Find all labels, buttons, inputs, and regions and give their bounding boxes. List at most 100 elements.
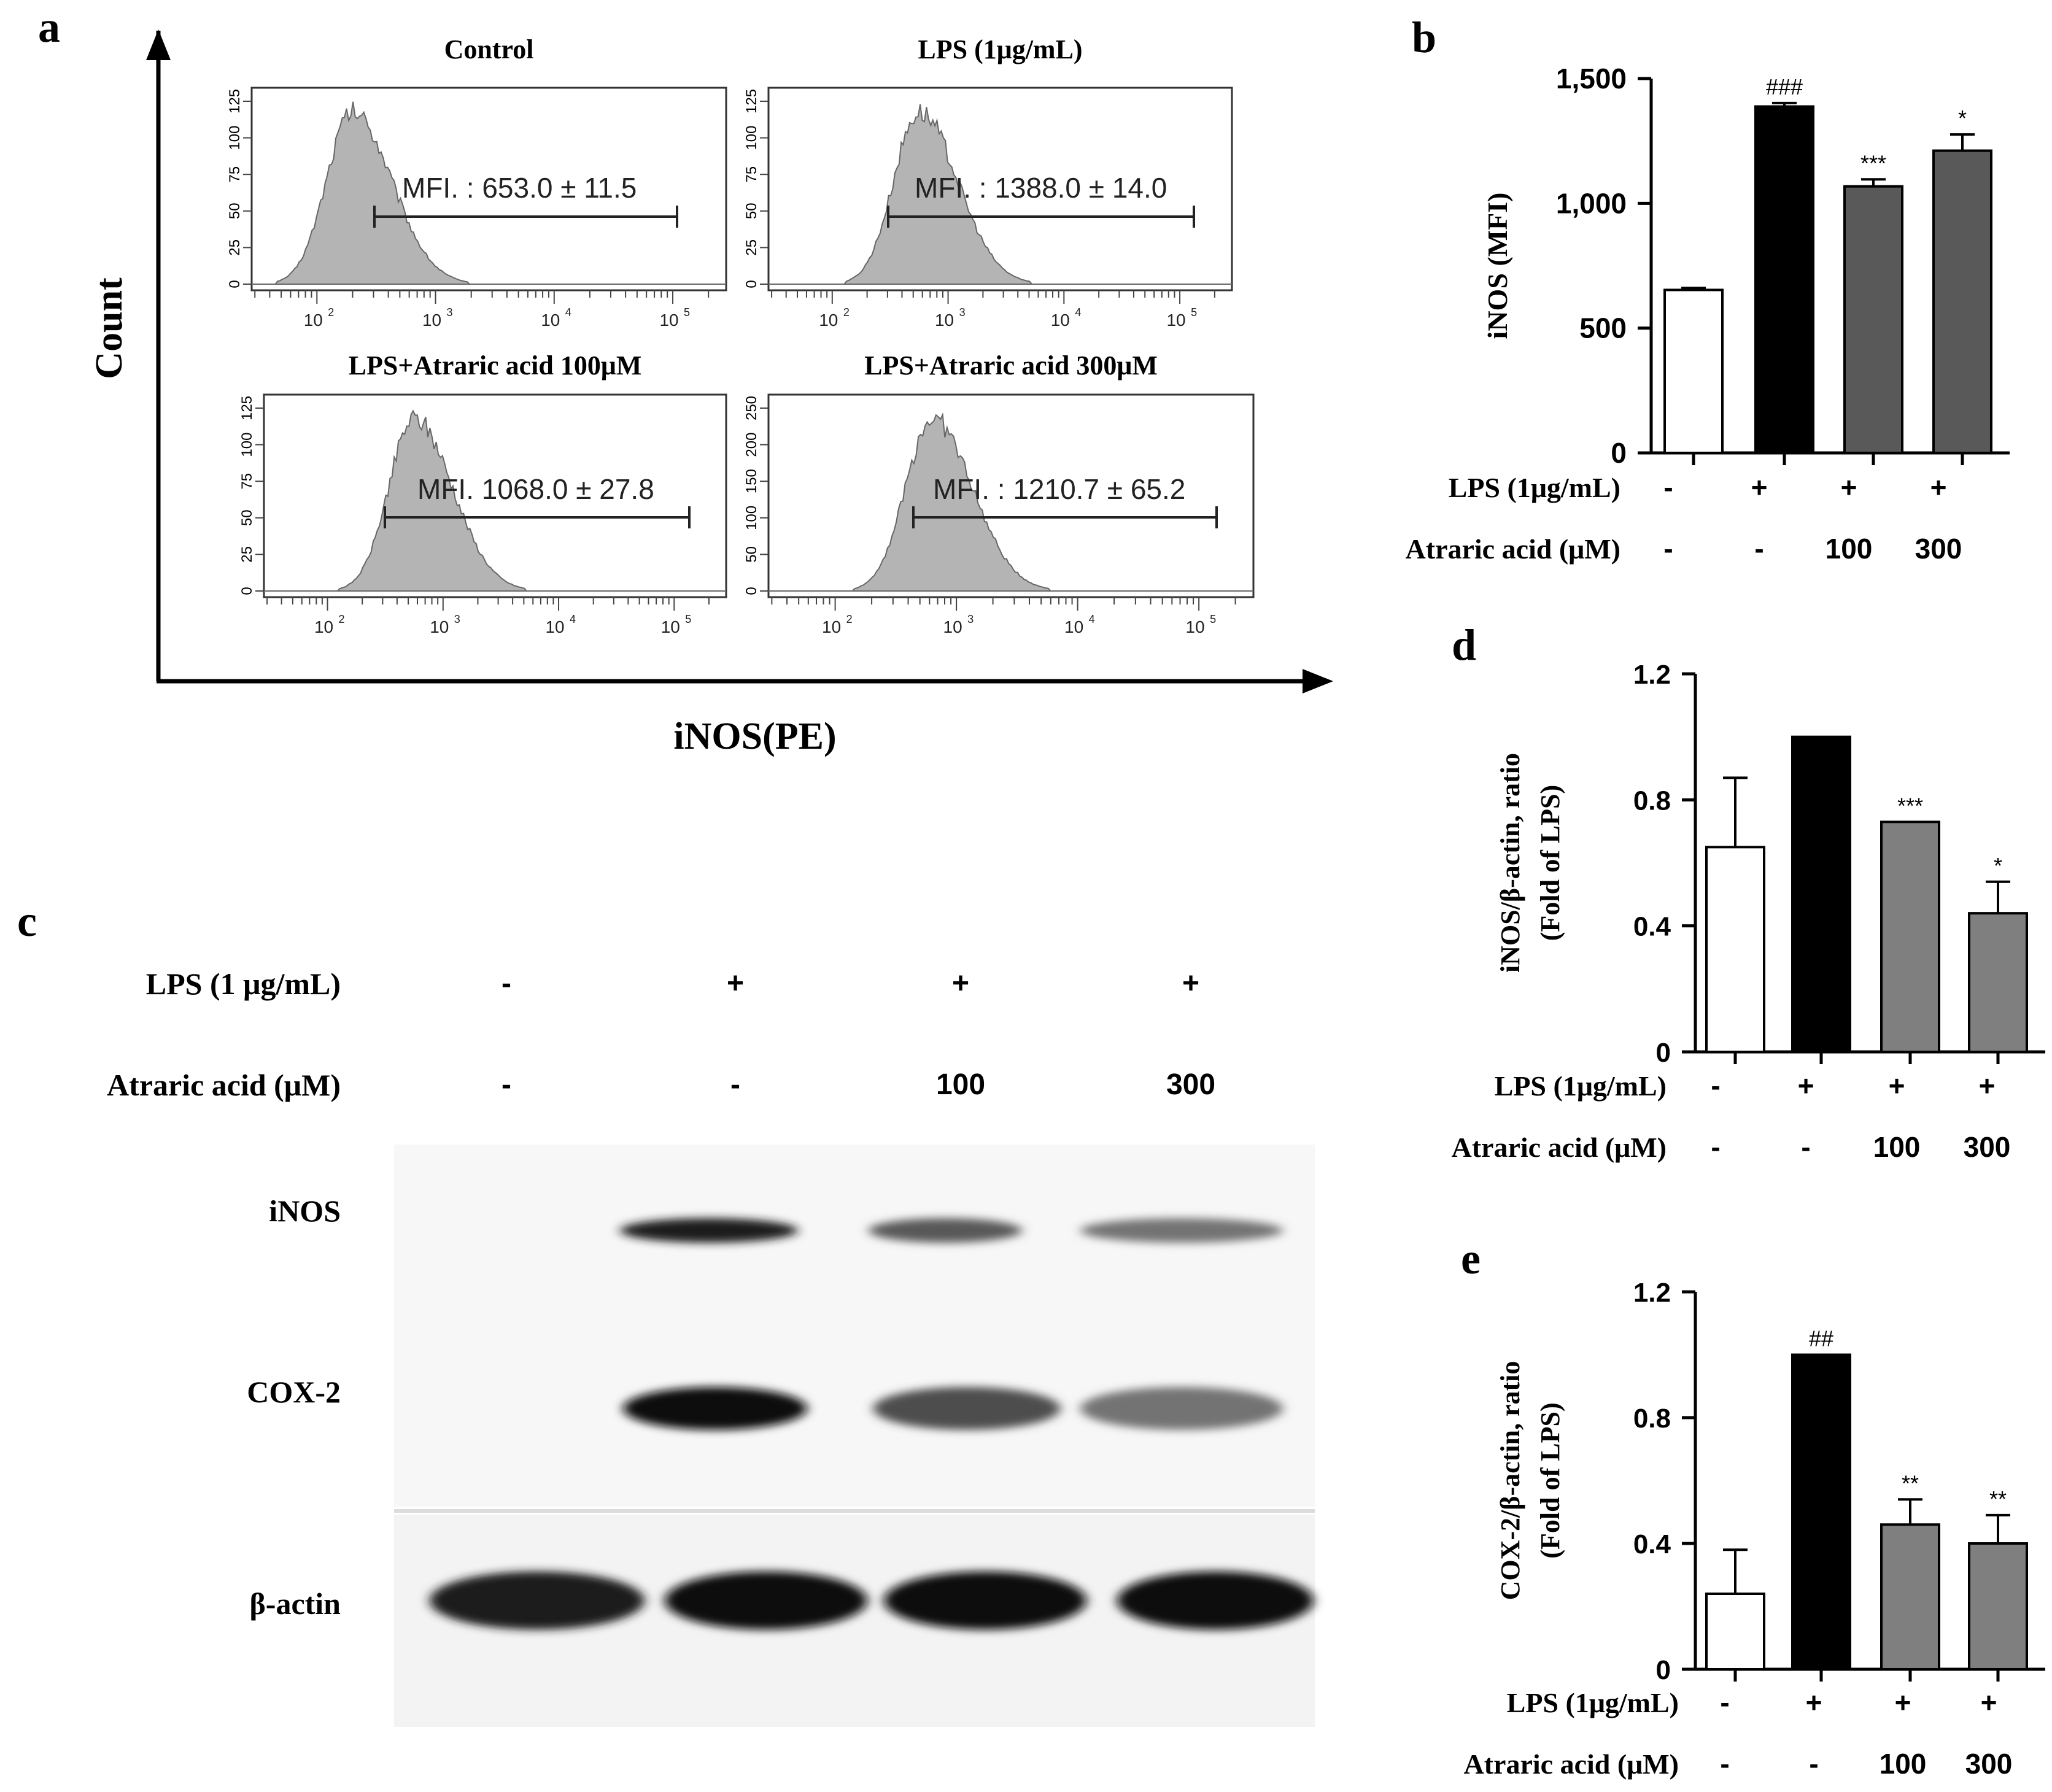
panel-letter: d	[1452, 620, 1476, 670]
histogram-ytick-label: 75	[239, 473, 255, 490]
lps-sign: -	[1720, 1686, 1729, 1718]
histogram-xtick-label: 10	[422, 311, 441, 330]
atraric-value: 300	[1915, 533, 1962, 565]
y-tick-label: 1.2	[1633, 1278, 1671, 1308]
blot-condition-labels: - + + + - - 100 300	[501, 967, 1215, 1101]
lps-sign: -	[1663, 471, 1673, 503]
y-tick-label: 0	[1611, 437, 1627, 469]
atraric-value: -	[1711, 1131, 1720, 1163]
lps-sign: +	[1806, 1686, 1822, 1718]
atraric-value: 100	[1826, 533, 1873, 565]
histogram-ytick-label: 100	[743, 126, 760, 150]
y-axis-label-secondary: (Fold of LPS)	[1535, 1402, 1565, 1558]
histogram-ytick-label: 25	[239, 546, 255, 563]
histogram-title: LPS+Atraric acid 100μM	[349, 350, 642, 380]
significance-marker: **	[1902, 1470, 1919, 1496]
panel-a-letter: a	[38, 2, 60, 52]
panel-a-x-arrowhead	[1303, 669, 1333, 693]
histogram-area	[769, 104, 1232, 285]
y-axis-label: iNOS (MFI)	[1482, 193, 1513, 339]
histogram-area	[769, 412, 1253, 592]
blot-lps-sign: +	[952, 967, 969, 1000]
y-tick-label: 0.4	[1633, 1529, 1671, 1559]
y-axis-label: iNOS/β-actin, ratio	[1495, 753, 1525, 973]
histogram-title: Control	[444, 34, 534, 64]
histogram-ytick-label: 50	[743, 546, 760, 563]
histogram-ytick-label: 25	[226, 239, 243, 256]
histogram-xtick-label: 10	[1051, 311, 1070, 330]
histogram-ytick-label: 50	[239, 509, 255, 526]
histogram-ytick-label: 200	[743, 433, 760, 457]
bar	[1843, 185, 1903, 454]
atraric-value: -	[1809, 1748, 1818, 1780]
blot-band-label-inos: iNOS	[269, 1194, 341, 1228]
lps-sign: +	[1895, 1686, 1911, 1718]
bar	[1791, 735, 1851, 1053]
blot-band-label-cox2: COX-2	[247, 1375, 341, 1409]
bar	[1663, 288, 1724, 454]
histogram-xtick-exponent: 5	[1191, 306, 1197, 319]
significance-marker: *	[1958, 106, 1967, 131]
y-tick-label: 1,000	[1556, 187, 1627, 219]
blot-atraric-value: 100	[936, 1068, 985, 1101]
blot-band-label-actin: β-actin	[249, 1586, 341, 1621]
histogram-ytick-label: 100	[239, 433, 255, 457]
blot-lps-sign: +	[727, 967, 744, 1000]
histogram-title: LPS+Atraric acid 300μM	[864, 350, 1158, 380]
blot-atraric-value: 300	[1166, 1068, 1215, 1101]
histogram-xtick-label: 10	[314, 617, 333, 636]
histogram-xtick-exponent: 4	[565, 306, 571, 319]
atraric-value: 100	[1873, 1131, 1921, 1163]
histogram-ytick-label: 150	[743, 469, 760, 493]
bar	[1932, 149, 1992, 454]
blot-band	[430, 1571, 645, 1630]
bar-chart-e: e COX-2/β-actin, ratio (Fold of LPS) 0 0.4 0.…	[1461, 1234, 2045, 1780]
y-tick-label: 0	[1656, 1038, 1671, 1068]
atraric-value: 300	[1964, 1131, 2011, 1163]
histogram-ytick-label: 250	[743, 396, 760, 420]
lps-sign: +	[1751, 471, 1768, 503]
lps-sign: +	[1979, 1070, 1996, 1102]
y-axis-label-secondary: (Fold of LPS)	[1535, 785, 1565, 941]
atraric-value: -	[1754, 533, 1764, 565]
blot-lps-sign: -	[501, 967, 511, 1000]
histogram-ytick-label: 0	[743, 280, 760, 288]
blot-band	[1080, 1387, 1283, 1430]
lps-row-label: LPS (1μg/mL)	[1507, 1687, 1679, 1718]
histogram-ytick-label: 75	[743, 166, 760, 183]
blot-band	[1080, 1218, 1283, 1243]
histogram-title: LPS (1μg/mL)	[918, 34, 1082, 64]
lps-sign: -	[1711, 1070, 1720, 1102]
histogram-xtick-label: 10	[661, 617, 680, 636]
atraric-value: -	[1720, 1748, 1729, 1780]
panel-a-y-arrowhead	[146, 29, 171, 60]
histogram-xtick-label: 10	[541, 311, 560, 330]
mfi-label: MFI. 1068.0 ± 27.8	[417, 473, 654, 505]
histogram-ytick-label: 125	[743, 89, 760, 114]
atraric-row-label: Atraric acid (μM)	[1452, 1132, 1667, 1163]
panel-a-x-label: iNOS(PE)	[673, 716, 836, 757]
histogram-xtick-exponent: 4	[570, 613, 576, 625]
histogram-ytick-label: 75	[226, 166, 243, 183]
histogram-xtick-label: 10	[304, 311, 323, 330]
blot-lps-sign: +	[1182, 967, 1199, 1000]
histogram-xtick-exponent: 4	[1089, 613, 1095, 625]
histogram-xtick-label: 10	[822, 617, 841, 636]
histogram-xtick-label: 10	[659, 311, 678, 330]
histogram-xtick-exponent: 3	[454, 613, 460, 625]
panel-a-y-label: Count	[88, 277, 130, 379]
histogram-area	[264, 409, 726, 592]
histogram-1: Control 0 25 50 75 100 125 10 2 10 3 10 4 10 5 MFI. : 6…	[226, 34, 727, 330]
y-tick-label: 1.2	[1633, 660, 1671, 690]
histogram-xtick-exponent: 2	[843, 306, 850, 319]
histogram-xtick-label: 10	[1064, 617, 1083, 636]
bar	[1791, 1353, 1851, 1670]
significance-marker: **	[1989, 1486, 2007, 1512]
significance-marker: ***	[1860, 150, 1886, 176]
blot-band	[873, 1387, 1061, 1430]
histogram-ytick-label: 0	[743, 587, 760, 595]
y-tick-label: 0	[1656, 1655, 1671, 1685]
histogram-xtick-exponent: 3	[967, 613, 974, 625]
